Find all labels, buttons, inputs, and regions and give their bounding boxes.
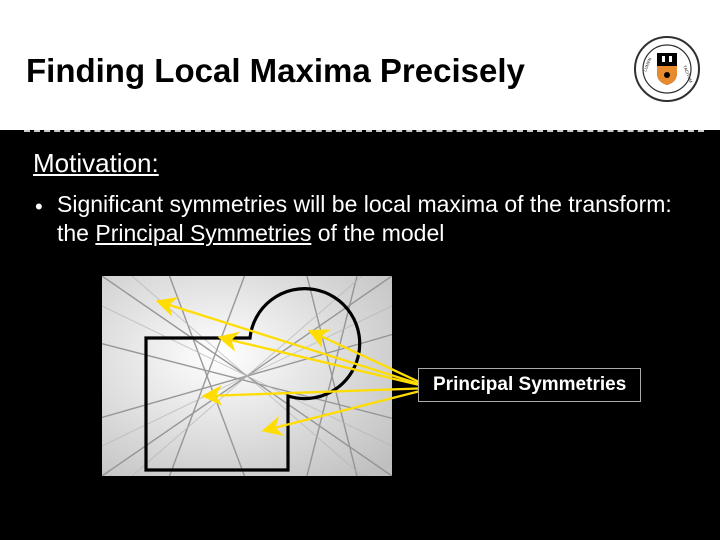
symmetry-transform-figure (102, 276, 392, 476)
bullet-text-underlined: Principal Symmetries (95, 220, 311, 246)
bullet-marker: • (35, 190, 57, 219)
slide-title: Finding Local Maxima Precisely (26, 52, 525, 90)
motivation-heading: Motivation: (33, 148, 159, 179)
bullet-text-suffix: of the model (311, 220, 444, 246)
title-area: Finding Local Maxima Precisely LUMEN TAC… (0, 0, 720, 130)
divider-rule (24, 130, 704, 132)
university-logo: LUMEN TACITUM (634, 36, 700, 102)
bullet-item: • Significant symmetries will be local m… (35, 190, 680, 249)
principal-symmetries-label: Principal Symmetries (418, 368, 641, 402)
bullet-text: Significant symmetries will be local max… (57, 190, 680, 249)
